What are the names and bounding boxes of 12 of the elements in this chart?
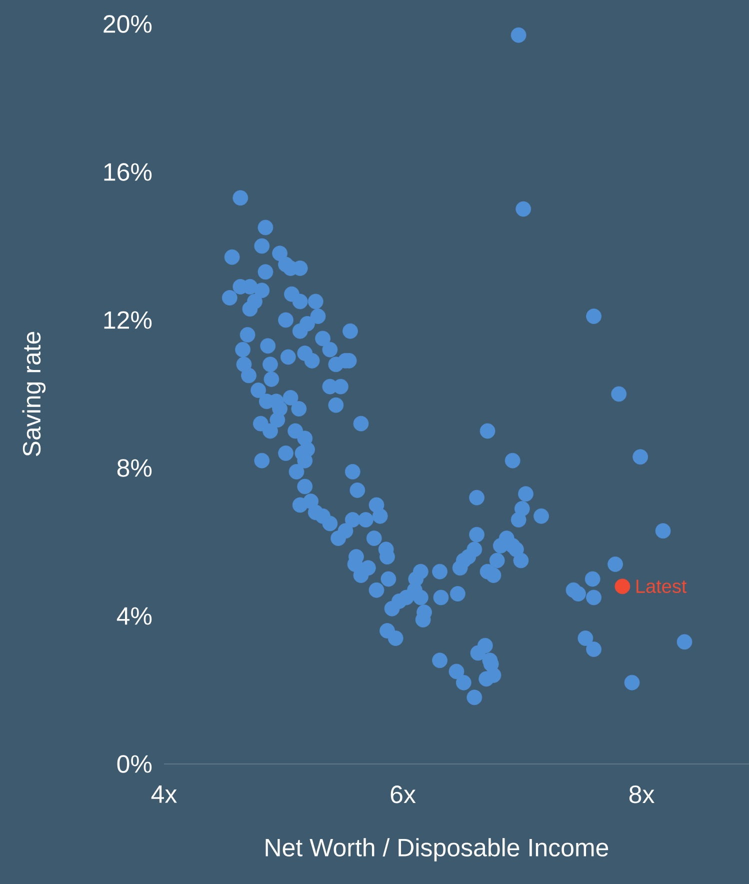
y-axis-title: Saving rate: [22, 332, 46, 456]
series-label: Latest: [636, 580, 687, 594]
x-axis-title: Net Worth / Disposable Income: [266, 838, 608, 862]
y-tick-label: 12%: [104, 311, 152, 329]
y-tick-label: 20%: [104, 15, 152, 33]
x-tick-label: 4x: [151, 786, 177, 803]
y-tick-label: 16%: [104, 163, 152, 181]
x-tick-label: 6x: [390, 786, 416, 804]
y-tick-label: 4%: [116, 607, 152, 625]
x-tick-label: 8x: [629, 786, 654, 804]
y-tick-label: 8%: [117, 459, 152, 477]
y-tick-label: 0%: [117, 755, 152, 773]
